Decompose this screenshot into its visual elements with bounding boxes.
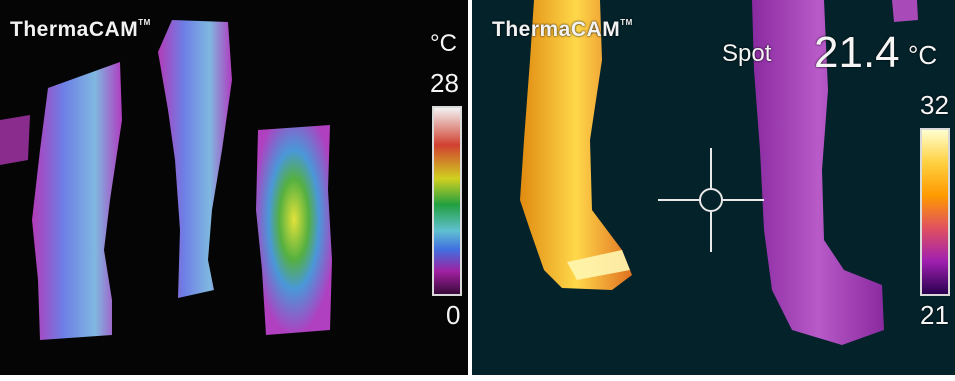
unit-label-right: °C (908, 40, 938, 70)
brand-label-left: ThermaCAMTM (10, 18, 151, 41)
thermal-image-left: ThermaCAMTM °C 28 0 (0, 0, 468, 381)
spot-label: Spot (722, 40, 772, 67)
scale-min-left: 0 (446, 300, 461, 330)
brand-label-right: ThermaCAMTM (492, 18, 633, 41)
bottom-border (0, 375, 955, 381)
leg-right (256, 125, 332, 335)
scale-max-right: 32 (920, 90, 949, 120)
color-scale-right (920, 128, 950, 296)
thermal-image-right: ThermaCAMTM Spot 21.4 °C 32 21 (472, 0, 955, 381)
color-scale-left (432, 106, 462, 296)
panel-divider (468, 0, 472, 381)
scale-min-right: 21 (920, 300, 949, 330)
leg-middle (158, 20, 232, 298)
leg-warm (520, 0, 632, 290)
leg-cool (752, 0, 884, 345)
thermal-scene-right (520, 0, 918, 345)
spot-temperature-value: 21.4 (814, 28, 900, 77)
scale-max-left: 28 (430, 68, 459, 98)
unit-label-left: °C (430, 30, 457, 57)
thermal-scene-left (0, 20, 332, 340)
crosshair-icon (658, 148, 764, 252)
leg-left (32, 62, 122, 340)
